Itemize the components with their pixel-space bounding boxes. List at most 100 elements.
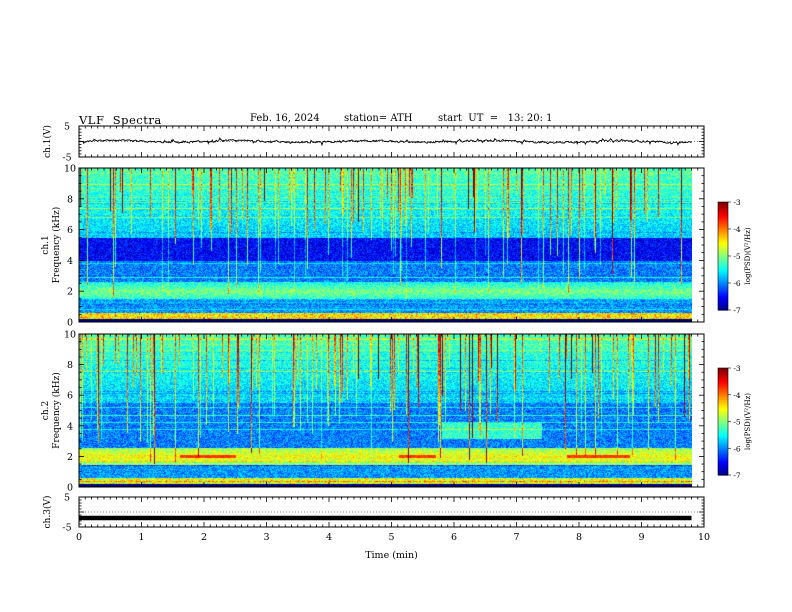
start-time-label: start UT = 13: 20: 1: [438, 113, 553, 124]
colorbar-swatch-ch1: [718, 302, 728, 306]
y-axis-label-ch2: Frequency (kHz): [51, 372, 62, 449]
spectrogram-image-ch1: [79, 168, 692, 322]
ch1-trace: [78, 137, 692, 147]
colorbar-swatch-ch2: [718, 410, 728, 414]
y-tick-label-ch2: 10: [64, 330, 76, 341]
y-tick-label-ch1: -5: [62, 153, 71, 164]
colorbar-swatch-ch2: [718, 469, 728, 473]
colorbar-swatch-ch1: [718, 290, 728, 293]
colorbar-swatch-ch2: [718, 385, 728, 389]
colorbar-swatch-ch2: [718, 467, 728, 471]
colorbar-swatch-ch1: [718, 284, 728, 288]
colorbar-swatch-ch2: [718, 464, 728, 467]
y-tick-label-ch1: 4: [67, 256, 73, 267]
colorbar-swatch-ch2: [718, 451, 728, 455]
colorbar-label-ch1: log(PSD)(V²/Hz): [744, 227, 752, 284]
colorbar-tick-label-ch2: -7: [733, 471, 741, 480]
colorbar-swatch-ch2: [718, 428, 728, 432]
colorbar-swatch-ch2: [718, 457, 728, 460]
colorbar-swatch-ch2: [718, 391, 728, 394]
colorbar-swatch-ch2: [718, 409, 728, 412]
colorbar-swatch-ch1: [718, 268, 728, 271]
colorbar-swatch-ch1: [718, 234, 728, 237]
colorbar-swatch-ch1: [718, 301, 728, 304]
colorbar-swatch-ch1: [718, 281, 728, 284]
colorbar-swatch-ch1: [718, 221, 728, 225]
colorbar-swatch-ch2: [718, 392, 728, 396]
colorbar-swatch-ch2: [718, 403, 728, 407]
colorbar-swatch-ch1: [718, 283, 728, 286]
colorbar-swatch-ch2: [718, 400, 728, 403]
station-label: station= ATH: [344, 113, 413, 124]
colorbar-swatch-ch1: [718, 299, 728, 302]
colorbar-swatch-ch1: [718, 295, 728, 298]
colorbar-swatch-ch1: [718, 274, 728, 277]
y-tick-label-ch1: 2: [67, 287, 73, 298]
colorbar-tick-label-ch1: -6: [733, 279, 741, 288]
colorbar-swatch-ch2: [718, 458, 728, 462]
y-tick-label-ch1: 8: [67, 194, 73, 205]
colorbar-swatch-ch2: [718, 423, 728, 426]
colorbar-swatch-ch2: [718, 380, 728, 383]
y-tick-label-ch3: -5: [62, 523, 71, 534]
colorbar-swatch-ch2: [718, 384, 728, 387]
y-axis-label-ch1: ch.1(V): [42, 125, 53, 158]
colorbar-swatch-ch2: [718, 394, 728, 398]
colorbar-swatch-ch2: [718, 416, 728, 419]
colorbar-swatch-ch1: [718, 202, 728, 205]
colorbar-swatch-ch1: [718, 304, 728, 307]
colorbar-swatch-ch1: [718, 223, 728, 226]
colorbar-swatch-ch2: [718, 421, 728, 424]
x-tick-label: 1: [138, 532, 144, 543]
x-tick-label: 6: [451, 532, 457, 543]
x-tick-label: 3: [263, 532, 269, 543]
colorbar-swatch-ch1: [718, 247, 728, 250]
colorbar-swatch-ch1: [718, 275, 728, 279]
colorbar-swatch-ch2: [718, 401, 728, 405]
colorbar-swatch-ch1: [718, 308, 728, 311]
colorbar-swatch-ch2: [718, 426, 728, 430]
colorbar-swatch-ch2: [718, 430, 728, 433]
colorbar-swatch-ch2: [718, 466, 728, 469]
colorbar-swatch-ch1: [718, 266, 728, 270]
y-axis-label-ch1: Frequency (kHz): [51, 207, 62, 284]
y-tick-label-ch2: 2: [67, 452, 73, 463]
figure-title: VLF Spectra: [79, 113, 162, 127]
colorbar-tick-label-ch1: -7: [733, 306, 741, 315]
colorbar-swatch-ch1: [718, 286, 728, 289]
x-axis-label: Time (min): [365, 550, 418, 561]
colorbar-swatch-ch1: [718, 250, 728, 253]
colorbar-swatch-ch2: [718, 398, 728, 401]
colorbar-tick-label-ch1: -3: [733, 198, 741, 207]
colorbar-swatch-ch1: [718, 256, 728, 259]
colorbar-swatch-ch2: [718, 419, 728, 423]
y-tick-label-ch3: 5: [64, 493, 70, 504]
colorbar-swatch-ch2: [718, 453, 728, 456]
colorbar-swatch-ch1: [718, 265, 728, 268]
colorbar-swatch-ch1: [718, 214, 728, 217]
y-tick-label-ch2: 6: [67, 391, 73, 402]
colorbar-swatch-ch1: [718, 261, 728, 264]
colorbar-swatch-ch1: [718, 297, 728, 300]
colorbar-swatch-ch1: [718, 257, 728, 261]
colorbar-swatch-ch2: [718, 407, 728, 410]
colorbar-swatch-ch1: [718, 232, 728, 235]
y-tick-label-ch1: 10: [64, 164, 76, 175]
colorbar-swatch-ch1: [718, 241, 728, 244]
colorbar-tick-label-ch2: -4: [733, 391, 741, 400]
colorbar-swatch-ch1: [718, 245, 728, 248]
colorbar-swatch-ch2: [718, 417, 728, 421]
colorbar-swatch-ch1: [718, 239, 728, 243]
colorbar-swatch-ch2: [718, 376, 728, 380]
colorbar-swatch-ch1: [718, 211, 728, 214]
colorbar-swatch-ch2: [718, 441, 728, 444]
y-tick-label-ch2: 0: [67, 483, 73, 494]
colorbar-swatch-ch2: [718, 405, 728, 408]
colorbar-swatch-ch1: [718, 259, 728, 262]
colorbar-swatch-ch2: [718, 448, 728, 451]
colorbar-swatch-ch2: [718, 369, 728, 373]
date-label: Feb. 16, 2024: [250, 113, 320, 124]
colorbar-swatch-ch1: [718, 230, 728, 234]
colorbar-swatch-ch1: [718, 225, 728, 228]
x-tick-label: 8: [576, 532, 582, 543]
